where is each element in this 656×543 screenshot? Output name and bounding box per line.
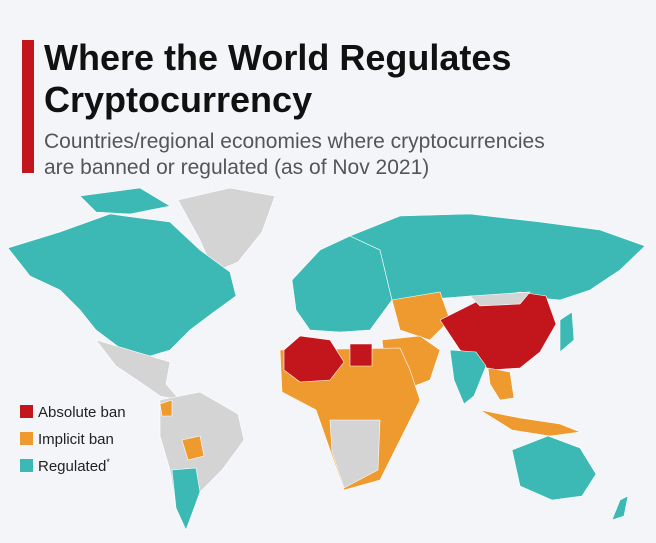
title-line: Cryptocurrency	[44, 79, 312, 120]
region	[181, 435, 205, 461]
footnote-mark: *	[106, 457, 110, 467]
region	[469, 291, 531, 307]
legend-label: Absolute ban	[38, 404, 126, 421]
title-line: Where the World Regulates	[44, 37, 511, 78]
accent-bar	[22, 40, 34, 173]
region	[159, 391, 245, 531]
region	[349, 213, 646, 301]
region	[329, 419, 381, 489]
region	[449, 349, 487, 405]
legend-swatch	[20, 459, 33, 472]
subtitle-line: Countries/regional economies where crypt…	[44, 130, 545, 153]
region	[611, 495, 629, 521]
region	[283, 335, 345, 383]
legend-label: Regulated*	[38, 457, 110, 475]
subtitle-line: are banned or regulated (as of Nov 2021)	[44, 156, 429, 179]
region	[159, 399, 173, 417]
region	[7, 213, 237, 357]
region	[559, 311, 575, 353]
region	[349, 343, 373, 367]
legend-label-text: Regulated	[38, 458, 106, 475]
region	[511, 435, 597, 501]
legend-label: Implicit ban	[38, 431, 114, 448]
region	[487, 367, 515, 401]
legend: Absolute ban Implicit ban Regulated*	[20, 404, 126, 475]
region	[291, 235, 393, 333]
region	[391, 291, 451, 341]
legend-swatch	[20, 432, 33, 445]
region	[279, 347, 421, 491]
world-map	[7, 187, 646, 531]
region	[479, 409, 582, 437]
legend-swatch	[20, 405, 33, 418]
region	[177, 187, 276, 273]
region	[79, 187, 171, 215]
region	[171, 467, 201, 531]
